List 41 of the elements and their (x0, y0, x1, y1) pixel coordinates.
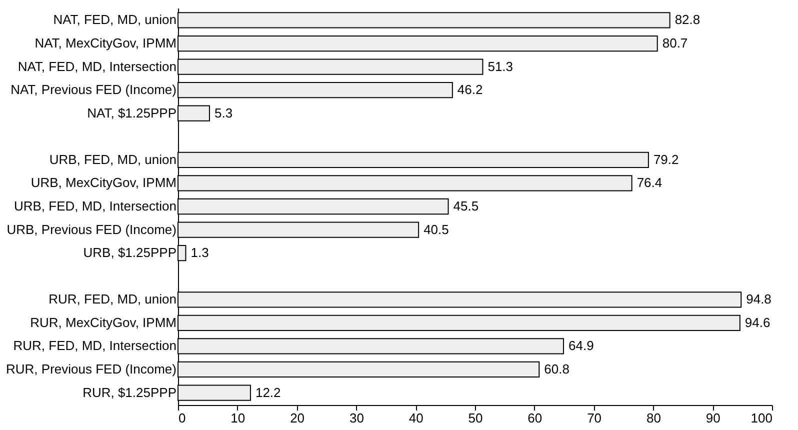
y-tick-label: RUR, MexCityGov, IPMM (30, 314, 176, 330)
x-tick-label: 40 (408, 410, 424, 426)
data-label: 79.2 (653, 152, 679, 167)
y-tick-label: URB, $1.25PPP (83, 245, 176, 260)
y-tick-label: NAT, Previous FED (Income) (10, 82, 176, 98)
data-label: 12.2 (255, 384, 281, 400)
y-tick-label: RUR, $1.25PPP (82, 384, 176, 400)
y-tick-label: RUR, FED, MD, Intersection (13, 338, 176, 354)
x-tick-label: 60 (528, 410, 542, 426)
data-label: 5.3 (214, 105, 233, 120)
x-tick-label: 100 (750, 410, 772, 426)
x-tick-label: 80 (646, 410, 661, 426)
y-tick-label: RUR, Previous FED (Income) (6, 361, 176, 376)
data-label: 94.6 (744, 314, 770, 330)
y-tick-label: URB, FED, MD, union (49, 152, 176, 167)
data-label: 45.5 (453, 198, 479, 214)
data-label: 51.3 (488, 58, 514, 74)
y-tick-label: NAT, MexCityGov, IPMM (34, 36, 176, 51)
data-label: 64.9 (568, 338, 594, 354)
y-tick-label: NAT, FED, MD, Intersection (18, 58, 176, 74)
data-label: 82.8 (674, 12, 700, 28)
x-tick-label: 50 (468, 410, 483, 426)
x-tick-label: 90 (706, 410, 720, 426)
data-label: 1.3 (190, 245, 209, 260)
data-label: 76.4 (636, 175, 662, 190)
data-label: 46.2 (457, 82, 483, 98)
y-tick-label: NAT, $1.25PPP (87, 105, 176, 120)
y-tick-label: URB, MexCityGov, IPMM (30, 175, 176, 190)
data-label: 40.5 (424, 222, 449, 237)
x-tick-label: 20 (290, 410, 305, 426)
y-tick-label: URB, Previous FED (Income) (6, 222, 176, 237)
y-tick-label: URB, FED, MD, Intersection (14, 198, 176, 214)
x-tick-label: 0 (178, 410, 186, 426)
data-label: 94.8 (746, 292, 772, 307)
y-tick-label: RUR, FED, MD, union (48, 292, 176, 307)
y-tick-label: NAT, FED, MD, union (53, 12, 176, 28)
x-tick-label: 70 (587, 410, 602, 426)
x-tick-label: 30 (349, 410, 364, 426)
data-label: 80.7 (662, 36, 688, 51)
data-label: 60.8 (544, 361, 570, 376)
x-tick-label: 10 (230, 410, 246, 426)
